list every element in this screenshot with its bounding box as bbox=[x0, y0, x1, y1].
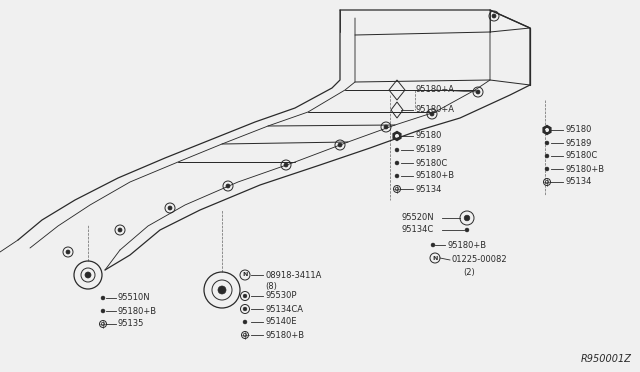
Text: 95189: 95189 bbox=[415, 145, 442, 154]
Text: 95180C: 95180C bbox=[415, 158, 447, 167]
Text: N: N bbox=[243, 273, 248, 278]
Text: 95180+B: 95180+B bbox=[415, 171, 454, 180]
Text: 95180: 95180 bbox=[415, 131, 442, 141]
Text: 01225-00082: 01225-00082 bbox=[452, 256, 508, 264]
Text: 95135: 95135 bbox=[118, 320, 145, 328]
Text: 95180+A: 95180+A bbox=[415, 86, 454, 94]
Circle shape bbox=[243, 320, 247, 324]
Circle shape bbox=[395, 148, 399, 152]
Circle shape bbox=[395, 161, 399, 165]
Text: 95134C: 95134C bbox=[402, 225, 435, 234]
Polygon shape bbox=[393, 131, 401, 141]
Text: 95180: 95180 bbox=[565, 125, 591, 135]
Circle shape bbox=[430, 112, 434, 116]
Text: (8): (8) bbox=[265, 282, 277, 291]
Text: 95134: 95134 bbox=[415, 185, 442, 193]
Circle shape bbox=[545, 167, 549, 171]
Circle shape bbox=[243, 294, 247, 298]
Circle shape bbox=[545, 154, 549, 158]
Text: 95180+A: 95180+A bbox=[415, 106, 454, 115]
Text: 95134: 95134 bbox=[565, 177, 591, 186]
Circle shape bbox=[545, 128, 549, 132]
Circle shape bbox=[85, 272, 91, 278]
Circle shape bbox=[338, 143, 342, 147]
Circle shape bbox=[492, 14, 496, 18]
Circle shape bbox=[168, 206, 172, 210]
Text: (2): (2) bbox=[463, 267, 475, 276]
Text: 95134CA: 95134CA bbox=[265, 305, 303, 314]
Circle shape bbox=[464, 215, 470, 221]
Text: R950001Z: R950001Z bbox=[581, 354, 632, 364]
Text: 95510N: 95510N bbox=[118, 294, 150, 302]
Circle shape bbox=[431, 243, 435, 247]
Text: 08918-3411A: 08918-3411A bbox=[265, 270, 321, 279]
Text: 95189: 95189 bbox=[565, 138, 591, 148]
Text: 95180+B: 95180+B bbox=[265, 330, 304, 340]
Text: 95520N: 95520N bbox=[402, 214, 435, 222]
Text: N: N bbox=[432, 256, 438, 260]
Circle shape bbox=[395, 174, 399, 178]
Circle shape bbox=[384, 125, 388, 129]
Text: 95530P: 95530P bbox=[265, 292, 296, 301]
Circle shape bbox=[243, 307, 247, 311]
Text: 95180+B: 95180+B bbox=[447, 241, 486, 250]
Circle shape bbox=[476, 90, 480, 94]
Circle shape bbox=[218, 286, 226, 294]
Circle shape bbox=[545, 141, 549, 145]
Polygon shape bbox=[543, 125, 551, 135]
Circle shape bbox=[118, 228, 122, 232]
Circle shape bbox=[395, 134, 399, 138]
Text: 95140E: 95140E bbox=[265, 317, 296, 327]
Circle shape bbox=[284, 163, 288, 167]
Circle shape bbox=[101, 309, 105, 313]
Text: 95180+B: 95180+B bbox=[118, 307, 157, 315]
Circle shape bbox=[66, 250, 70, 254]
Circle shape bbox=[226, 184, 230, 188]
Text: 95180+B: 95180+B bbox=[565, 164, 604, 173]
Circle shape bbox=[465, 228, 469, 232]
Text: 95180C: 95180C bbox=[565, 151, 597, 160]
Circle shape bbox=[101, 296, 105, 300]
